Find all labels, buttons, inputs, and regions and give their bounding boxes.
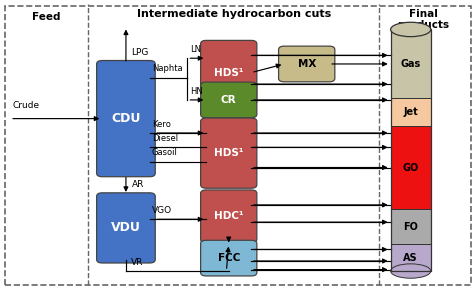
Text: FO: FO [403,222,418,232]
FancyBboxPatch shape [97,193,155,263]
Ellipse shape [391,22,431,37]
Bar [391,244,431,271]
Text: VDU: VDU [111,221,141,234]
Text: MX: MX [298,59,316,69]
Text: HDS¹: HDS¹ [214,148,244,158]
Text: LN: LN [190,45,201,54]
Text: Feed: Feed [32,12,61,22]
Text: VR: VR [131,258,143,267]
Text: Crude: Crude [12,101,40,110]
Text: CR: CR [221,95,237,105]
Bar [391,126,431,210]
FancyBboxPatch shape [97,60,155,177]
FancyBboxPatch shape [201,118,257,188]
Text: CDU: CDU [111,112,141,125]
Bar [391,29,431,98]
Text: AS: AS [403,253,418,263]
Text: Intermediate hydrocarbon cuts: Intermediate hydrocarbon cuts [137,9,331,19]
Text: Gasoil: Gasoil [152,149,178,158]
Text: Diesel: Diesel [152,134,178,143]
FancyBboxPatch shape [201,82,257,118]
Text: HDS¹: HDS¹ [214,68,244,78]
Bar [391,210,431,244]
Text: LPG: LPG [132,48,149,57]
FancyBboxPatch shape [201,240,257,276]
Text: HN: HN [190,87,202,96]
FancyBboxPatch shape [201,40,257,105]
FancyBboxPatch shape [279,46,335,82]
Text: Jet: Jet [403,107,418,117]
Text: HDC¹: HDC¹ [214,211,244,221]
Text: Gas: Gas [401,59,421,69]
Text: GO: GO [402,163,419,173]
Ellipse shape [391,264,431,278]
Text: VGO: VGO [152,206,172,215]
Bar [391,29,431,271]
Text: FCC: FCC [218,253,240,263]
FancyBboxPatch shape [201,190,257,243]
Text: AR: AR [132,180,144,189]
Bar [391,98,431,126]
Text: Kero: Kero [152,120,171,129]
Text: Naphta: Naphta [152,64,182,73]
Text: Final
products: Final products [398,9,450,30]
